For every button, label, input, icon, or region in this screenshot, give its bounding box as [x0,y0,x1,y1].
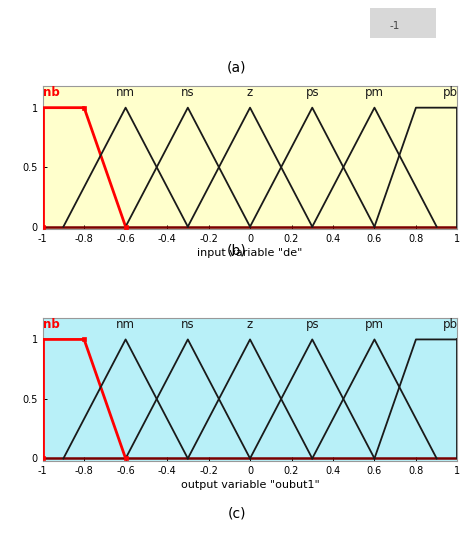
Text: nm: nm [116,86,135,99]
Text: (b): (b) [227,244,247,258]
Text: pm: pm [365,86,384,99]
Text: pb: pb [442,318,457,331]
X-axis label: input variable "de": input variable "de" [197,248,303,258]
Text: (c): (c) [228,506,246,520]
Text: z: z [247,318,253,331]
Text: ns: ns [181,318,195,331]
Text: pm: pm [365,318,384,331]
Text: -1: -1 [390,21,400,31]
Text: ps: ps [305,86,319,99]
Text: ns: ns [181,86,195,99]
Text: nb: nb [43,86,59,99]
Text: z: z [247,86,253,99]
Text: pb: pb [442,86,457,99]
X-axis label: output variable "oubut1": output variable "oubut1" [181,480,319,490]
Text: nb: nb [43,318,59,331]
Text: nm: nm [116,318,135,331]
Text: (a): (a) [227,60,247,74]
Text: ps: ps [305,318,319,331]
